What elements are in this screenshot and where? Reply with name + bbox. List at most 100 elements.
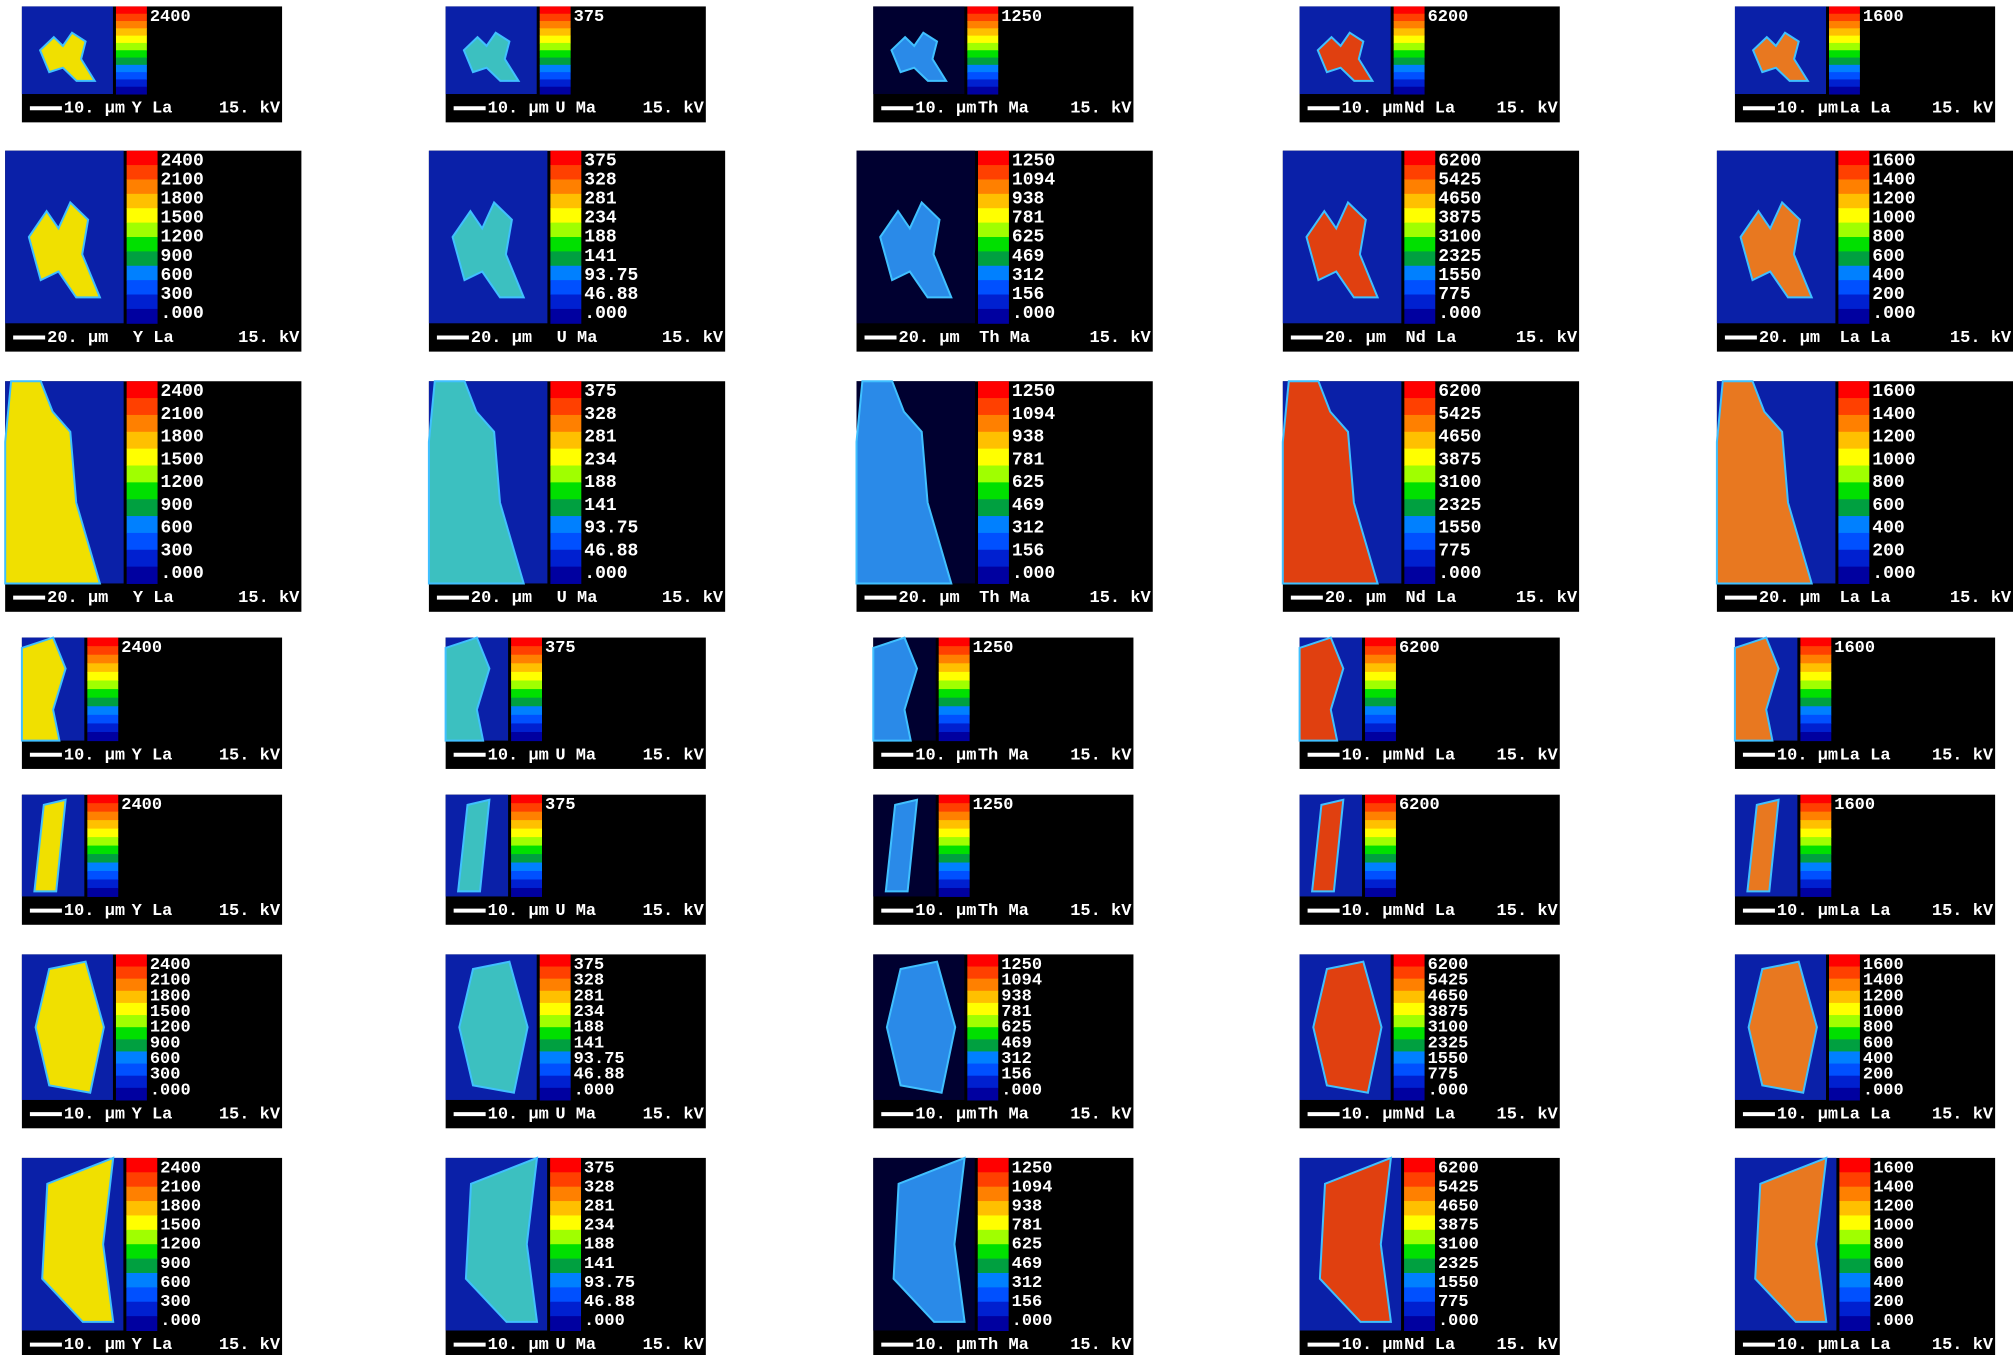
colorbar-label: 5425 bbox=[1438, 405, 1481, 425]
colorbar-segment bbox=[1800, 663, 1832, 673]
colorbar-segment bbox=[938, 837, 970, 847]
element-label: Nd La bbox=[1404, 1336, 1455, 1355]
element-label: Y La bbox=[132, 746, 173, 765]
colorbar-segment bbox=[1839, 1287, 1871, 1303]
colorbar-segment bbox=[1393, 1087, 1425, 1101]
colorbar-segment bbox=[539, 79, 571, 88]
colorbar-label: 2100 bbox=[160, 1178, 201, 1197]
colorbar-segment bbox=[978, 165, 1009, 180]
colorbar-segment bbox=[126, 1244, 158, 1260]
colorbar-label: 1000 bbox=[1872, 450, 1915, 470]
colorbar-label: 93.75 bbox=[584, 1274, 635, 1293]
colorbar-segment bbox=[938, 820, 970, 830]
colorbar-segment bbox=[1800, 697, 1832, 707]
colorbar-label: 1094 bbox=[1012, 405, 1055, 425]
colorbar-label: 400 bbox=[1872, 519, 1904, 539]
colorbar-segment bbox=[539, 978, 571, 992]
colorbar-segment bbox=[550, 1201, 582, 1216]
colorbar-segment bbox=[87, 887, 119, 897]
colorbar-segment bbox=[978, 516, 1009, 534]
colorbar-label: 1250 bbox=[1012, 382, 1055, 402]
colorbar-label: 1600 bbox=[1834, 639, 1875, 658]
voltage-label: 15. kV bbox=[1070, 1106, 1132, 1125]
voltage-label: 15. kV bbox=[662, 329, 724, 348]
colorbar-label: 141 bbox=[584, 247, 617, 267]
colorbar-segment bbox=[539, 35, 571, 44]
element-label: Th Ma bbox=[979, 589, 1030, 608]
colorbar-label: 4650 bbox=[1438, 428, 1481, 448]
element-label: Nd La bbox=[1404, 902, 1455, 921]
colorbar-segment bbox=[550, 1215, 582, 1231]
colorbar-label: 328 bbox=[574, 972, 605, 991]
colorbar-segment bbox=[126, 265, 158, 281]
colorbar-segment bbox=[1404, 1157, 1435, 1173]
colorbar-segment bbox=[1404, 1172, 1435, 1188]
voltage-label: 15. kV bbox=[1497, 902, 1559, 921]
colorbar-segment bbox=[977, 1316, 1009, 1332]
colorbar-label: 2400 bbox=[150, 956, 191, 975]
colorbar-label: 1400 bbox=[1872, 405, 1915, 425]
colorbar-segment bbox=[126, 1201, 158, 1216]
map-region bbox=[1312, 960, 1383, 1094]
colorbar-segment bbox=[115, 966, 147, 980]
colorbar-segment bbox=[1393, 1002, 1425, 1016]
colorbar-label: 1550 bbox=[1438, 266, 1481, 286]
colorbar-segment bbox=[1404, 1186, 1435, 1202]
map-region bbox=[38, 31, 97, 82]
colorbar-label: 3875 bbox=[1438, 209, 1481, 229]
colorbar-label: 400 bbox=[1863, 1050, 1894, 1069]
colorbar-label: 1250 bbox=[1001, 956, 1042, 975]
colorbar-segment bbox=[511, 871, 543, 880]
element-label: Y La bbox=[132, 1336, 173, 1355]
colorbar-segment bbox=[87, 689, 119, 699]
colorbar-label: 3875 bbox=[1428, 1003, 1469, 1022]
colorbar-segment bbox=[1404, 381, 1436, 399]
colorbar-label: 6200 bbox=[1428, 956, 1469, 975]
scale-label: 20. µm bbox=[1325, 329, 1386, 348]
colorbar-label: 4650 bbox=[1428, 987, 1469, 1006]
colorbar-segment bbox=[977, 1229, 1009, 1245]
colorbar-label: 469 bbox=[1012, 247, 1044, 267]
voltage-label: 15. kV bbox=[1070, 1336, 1132, 1355]
colorbar-segment bbox=[1393, 990, 1425, 1004]
colorbar-segment bbox=[1838, 294, 1870, 310]
colorbar-label: 4650 bbox=[1438, 1198, 1479, 1217]
colorbar-segment bbox=[1838, 308, 1870, 324]
map-region bbox=[462, 31, 521, 82]
colorbar-label: 2325 bbox=[1438, 247, 1481, 267]
scale-label: 20. µm bbox=[899, 329, 960, 348]
colorbar-segment bbox=[1404, 431, 1436, 450]
colorbar-segment bbox=[967, 978, 999, 992]
colorbar-label: 1000 bbox=[1873, 1217, 1914, 1236]
colorbar-label: .000 bbox=[1438, 564, 1481, 584]
colorbar-segment bbox=[126, 549, 158, 568]
colorbar-segment bbox=[1365, 706, 1396, 716]
colorbar-segment bbox=[115, 50, 147, 59]
colorbar-label: 281 bbox=[574, 987, 605, 1006]
colorbar-segment bbox=[87, 706, 119, 716]
colorbar-label: 93.75 bbox=[584, 266, 638, 286]
colorbar-segment bbox=[1404, 516, 1436, 534]
scale-label: 10. µm bbox=[1342, 1336, 1403, 1355]
colorbar-segment bbox=[115, 72, 147, 80]
colorbar-label: 93.75 bbox=[584, 519, 638, 539]
colorbar-segment bbox=[87, 654, 119, 664]
colorbar-segment bbox=[511, 862, 543, 872]
colorbar-segment bbox=[126, 1157, 158, 1173]
colorbar-label: .000 bbox=[1012, 1312, 1053, 1331]
map-panel: 1600 10. µm La La 15. kV bbox=[1734, 794, 1996, 925]
colorbar-segment bbox=[938, 871, 970, 880]
voltage-label: 15. kV bbox=[1090, 329, 1152, 348]
colorbar-segment bbox=[126, 280, 158, 296]
colorbar-segment bbox=[938, 637, 970, 647]
colorbar-segment bbox=[539, 1075, 571, 1089]
colorbar-segment bbox=[967, 35, 999, 44]
element-label: U Ma bbox=[557, 329, 598, 348]
colorbar-label: 800 bbox=[1872, 228, 1904, 248]
colorbar-segment bbox=[87, 828, 119, 838]
